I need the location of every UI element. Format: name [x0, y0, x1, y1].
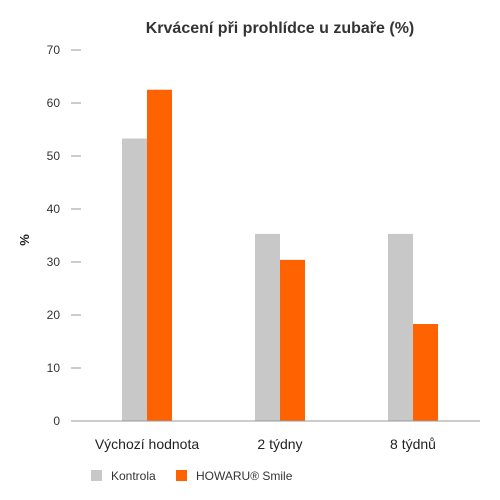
y-tick-label: 60 [47, 96, 61, 110]
bar-kontrola-2 [388, 233, 413, 421]
x-category-label: Výchozí hodnota [95, 436, 200, 452]
legend-swatch [176, 470, 187, 481]
y-tick-label: 40 [47, 202, 61, 216]
y-tick-label: 50 [47, 149, 61, 163]
y-tick-label: 70 [47, 43, 61, 57]
legend-label: HOWARU® Smile [196, 469, 293, 483]
x-category-label: 8 týdnů [390, 436, 436, 452]
legend-swatch [91, 470, 102, 481]
x-category-label: 2 týdny [257, 436, 302, 452]
bar-kontrola-0 [122, 138, 147, 421]
y-axis-label: % [17, 234, 32, 246]
chart-title: Krvácení při prohlídce u zubaře (%) [146, 20, 415, 37]
bar-howaru-1 [280, 259, 305, 421]
bar-kontrola-1 [255, 233, 280, 421]
y-tick-label: 20 [47, 308, 61, 322]
bar-howaru-2 [413, 324, 438, 421]
y-tick-label: 30 [47, 255, 61, 269]
legend: Kontrola HOWARU® Smile [91, 469, 293, 483]
bar-howaru-0 [147, 89, 172, 421]
y-tick-label: 10 [47, 361, 61, 375]
x-axis-categories: Výchozí hodnota 2 týdny 8 týdnů [95, 436, 436, 452]
y-tick-label: 0 [53, 414, 60, 428]
bars-group [122, 89, 438, 421]
legend-label: Kontrola [111, 469, 156, 483]
y-axis-ticks: 0 10 20 30 40 50 60 70 [47, 43, 81, 428]
